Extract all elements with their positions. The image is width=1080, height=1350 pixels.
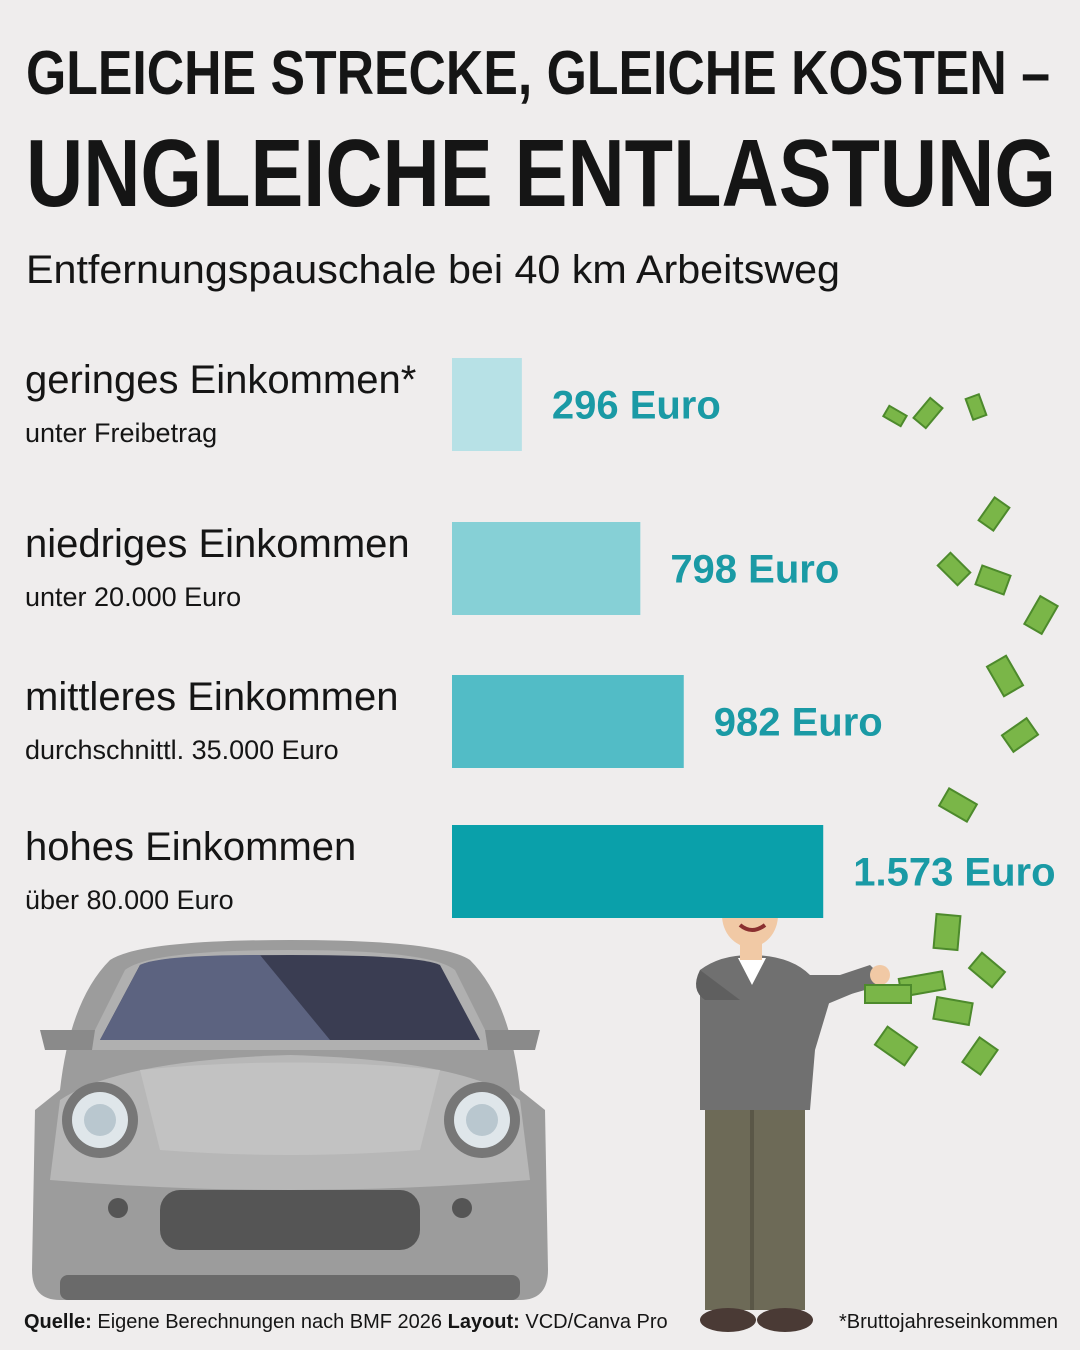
category-sublabel: unter 20.000 Euro [25, 582, 241, 612]
category-label: hohes Einkommen [25, 825, 356, 869]
source-label: Quelle: [24, 1311, 92, 1333]
layout: VCD/Canva Pro [525, 1311, 667, 1333]
bar [452, 358, 522, 451]
bar [452, 675, 684, 768]
category-sublabel: über 80.000 Euro [25, 885, 234, 915]
bar [452, 825, 824, 918]
title-line: GLEICHE STRECKE, GLEICHE KOSTEN – [26, 39, 1050, 108]
car-illustration [32, 940, 548, 1300]
value-label: 982 Euro [714, 701, 883, 745]
value-label: 296 Euro [552, 384, 721, 428]
bar-chart: geringes Einkommen* unter Freibetrag 296 E… [25, 358, 1056, 918]
category-label: mittleres Einkommen [25, 675, 398, 719]
category-sublabel: unter Freibetrag [25, 418, 217, 448]
value-label: 798 Euro [670, 548, 839, 592]
layout-label: Layout: [448, 1311, 520, 1333]
man-illustration [696, 874, 890, 1332]
source: Eigene Berechnungen nach BMF 2026 [97, 1311, 442, 1333]
category-sublabel: durchschnittl. 35.000 Euro [25, 735, 339, 765]
category-label: niedriges Einkommen [25, 522, 410, 566]
footnote: *Bruttojahreseinkommen [839, 1311, 1058, 1333]
subtitle: Entfernungspauschale bei 40 km Arbeitswe… [26, 248, 840, 292]
title-line: UNGLEICHE ENTLASTUNG [26, 120, 1056, 227]
bar [452, 522, 641, 615]
category-label: geringes Einkommen* [25, 358, 416, 402]
footer: Quelle: Eigene Berechnungen nach BMF 202… [24, 1311, 668, 1333]
value-label: 1.573 Euro [853, 851, 1055, 895]
money-illustration [864, 392, 1060, 1076]
